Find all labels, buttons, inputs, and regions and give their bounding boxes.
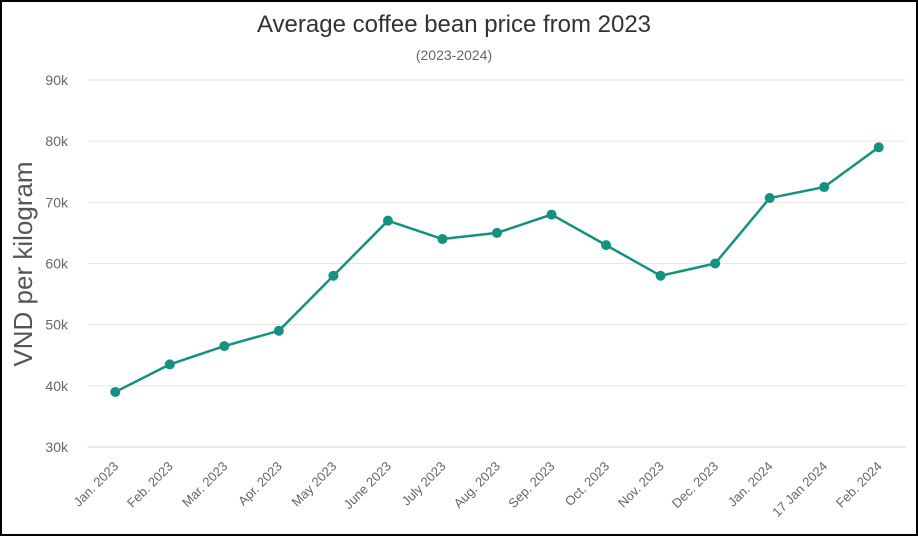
data-point[interactable] xyxy=(437,234,448,245)
x-tick-label: Feb. 2024 xyxy=(833,459,885,511)
data-point[interactable] xyxy=(819,182,830,193)
grid-lines xyxy=(88,79,906,448)
series-layer xyxy=(110,142,884,397)
data-point[interactable] xyxy=(546,209,557,220)
x-tick-label: Jan. 2023 xyxy=(70,459,121,510)
x-tick-label: Mar. 2023 xyxy=(179,459,230,510)
chart-title: Average coffee bean price from 2023 xyxy=(257,11,651,38)
chart-subtitle: (2023-2024) xyxy=(416,47,492,63)
x-tick-label: 17 Jan 2024 xyxy=(769,459,830,520)
y-tick-label: 80k xyxy=(45,133,69,149)
data-point[interactable] xyxy=(164,359,175,370)
x-tick-label: Dec. 2023 xyxy=(669,459,722,512)
y-tick-label: 40k xyxy=(45,378,69,394)
series-line xyxy=(114,146,880,394)
y-tick-label: 30k xyxy=(45,439,69,455)
data-point[interactable] xyxy=(655,270,666,281)
x-tick-label: Feb. 2023 xyxy=(124,459,176,511)
y-axis-label: VND per kilogram xyxy=(8,161,38,366)
data-point[interactable] xyxy=(873,142,884,153)
data-point[interactable] xyxy=(710,258,721,269)
x-tick-label: May 2023 xyxy=(289,459,340,510)
data-point[interactable] xyxy=(273,325,284,336)
x-tick-label: Nov. 2023 xyxy=(615,459,667,511)
y-tick-label: 60k xyxy=(45,256,69,272)
x-tick-label: Apr. 2023 xyxy=(235,459,285,509)
y-tick-label: 50k xyxy=(45,317,69,333)
x-tick-label: July 2023 xyxy=(399,459,449,509)
x-axis-ticks: Jan. 2023 Feb. 2023 Mar. 2023 Apr. 2023 May … xyxy=(70,459,884,520)
data-point[interactable] xyxy=(110,386,121,397)
data-point[interactable] xyxy=(764,193,775,204)
y-tick-label: 70k xyxy=(45,194,69,210)
x-tick-label: Oct. 2023 xyxy=(562,459,612,509)
data-point[interactable] xyxy=(382,215,393,226)
data-point[interactable] xyxy=(219,341,230,352)
x-tick-label: Jan. 2024 xyxy=(725,459,776,510)
data-point[interactable] xyxy=(328,270,339,281)
x-tick-label: Aug. 2023 xyxy=(451,459,504,512)
y-axis-ticks: 30k 40k 50k 60k 70k 80k 90k xyxy=(45,72,69,455)
x-tick-label: June 2023 xyxy=(341,459,395,513)
data-point[interactable] xyxy=(492,227,502,238)
y-tick-label: 90k xyxy=(45,72,69,88)
data-point[interactable] xyxy=(601,240,612,251)
x-tick-label: Sep. 2023 xyxy=(505,459,558,512)
